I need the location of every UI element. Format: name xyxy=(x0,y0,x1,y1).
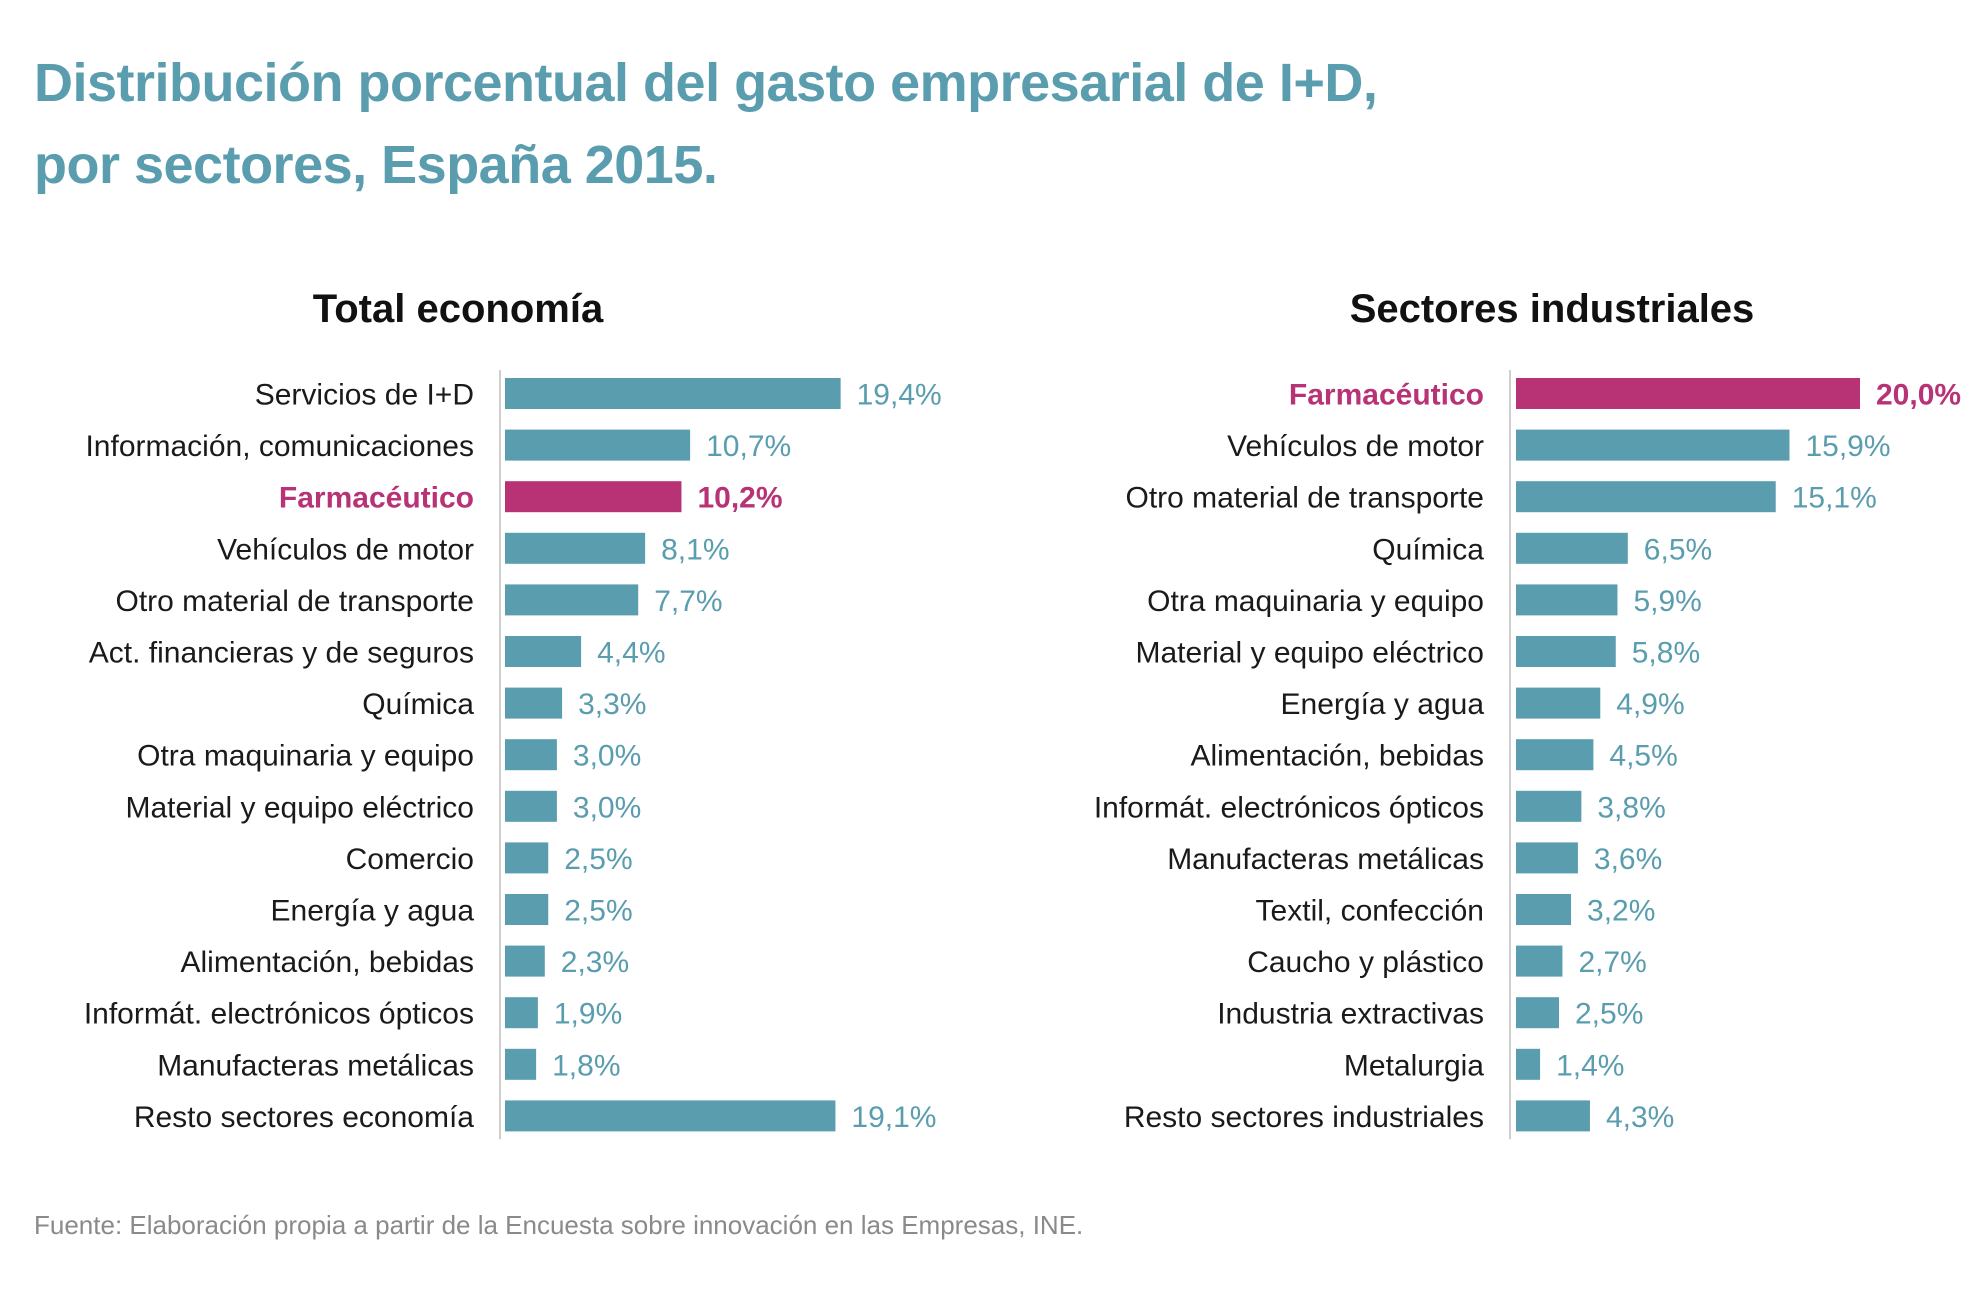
category-label: Servicios de I+D xyxy=(255,379,474,412)
category-label: Informát. electrónicos ópticos xyxy=(1094,791,1484,824)
value-label: 4,4% xyxy=(597,637,665,670)
value-label: 2,7% xyxy=(1578,946,1646,979)
category-label: Informát. electrónicos ópticos xyxy=(84,998,474,1031)
category-label: Textil, confección xyxy=(1256,895,1484,928)
category-label: Información, comunicaciones xyxy=(85,430,474,463)
category-label: Manufacteras metálicas xyxy=(157,1049,474,1082)
category-label: Alimentación, bebidas xyxy=(180,946,474,979)
bar xyxy=(505,739,557,771)
category-label: Química xyxy=(362,688,474,721)
category-label: Vehículos de motor xyxy=(1227,430,1484,463)
value-label: 5,9% xyxy=(1633,585,1701,618)
value-label: 3,3% xyxy=(578,688,646,721)
value-label: 4,3% xyxy=(1606,1101,1674,1134)
chart-title-line-2: por sectores, España 2015. xyxy=(34,135,718,195)
category-label: Caucho y plástico xyxy=(1247,946,1484,979)
value-label: 8,1% xyxy=(661,533,729,566)
bar xyxy=(1516,636,1616,667)
value-label: 15,1% xyxy=(1792,482,1877,515)
category-label: Metalurgia xyxy=(1344,1049,1484,1082)
bar xyxy=(1516,429,1790,461)
bar xyxy=(505,532,646,564)
bar-chart-2: Sectores industriales Farmacéutico 20,0% Ve… xyxy=(1094,287,1961,1140)
value-label: 2,5% xyxy=(1575,998,1643,1031)
category-label: Resto sectores industriales xyxy=(1124,1101,1484,1134)
chart-subtitle: Total economía xyxy=(313,287,604,331)
bar xyxy=(1516,945,1563,977)
value-label: 1,8% xyxy=(552,1049,620,1082)
value-label: 1,9% xyxy=(554,998,622,1031)
bar xyxy=(1516,584,1618,616)
value-label: 10,2% xyxy=(697,482,782,515)
category-label: Energía y agua xyxy=(1281,688,1485,721)
category-label: Resto sectores economía xyxy=(134,1101,474,1134)
category-label: Industria extractivas xyxy=(1217,998,1484,1031)
bar xyxy=(1516,378,1860,409)
category-label: Otra maquinaria y equipo xyxy=(137,740,474,773)
value-label: 3,2% xyxy=(1587,895,1655,928)
category-label: Farmacéutico xyxy=(279,482,474,515)
bar xyxy=(1516,842,1578,874)
value-label: 10,7% xyxy=(706,430,791,463)
bar xyxy=(1516,687,1601,719)
value-label: 2,5% xyxy=(564,895,632,928)
bar xyxy=(505,1048,537,1080)
bar xyxy=(1516,1100,1590,1132)
value-label: 3,6% xyxy=(1594,843,1662,876)
bar xyxy=(505,481,682,513)
category-label: Otro material de transporte xyxy=(1126,482,1485,515)
category-label: Química xyxy=(1372,533,1484,566)
value-label: 2,3% xyxy=(561,946,629,979)
category-label: Otro material de transporte xyxy=(116,585,475,618)
bar xyxy=(1516,481,1776,513)
value-label: 5,8% xyxy=(1632,637,1700,670)
chart-title-line-1: Distribución porcentual del gasto empres… xyxy=(34,53,1378,113)
chart-subtitle: Sectores industriales xyxy=(1350,287,1755,331)
category-label: Alimentación, bebidas xyxy=(1190,740,1484,773)
value-label: 1,4% xyxy=(1556,1049,1624,1082)
bar xyxy=(1516,532,1628,564)
category-label: Act. financieras y de seguros xyxy=(89,637,474,670)
bar xyxy=(505,429,691,461)
bar xyxy=(1516,739,1594,771)
bar xyxy=(505,842,549,874)
category-label: Energía y agua xyxy=(271,895,475,928)
bar xyxy=(1516,997,1559,1029)
value-label: 19,4% xyxy=(857,379,942,412)
bar xyxy=(505,584,639,616)
value-label: 3,0% xyxy=(573,791,641,824)
category-label: Material y equipo eléctrico xyxy=(125,791,474,824)
bar xyxy=(505,945,545,977)
category-label: Farmacéutico xyxy=(1289,379,1484,412)
value-label: 20,0% xyxy=(1876,379,1961,412)
value-label: 2,5% xyxy=(564,843,632,876)
category-label: Material y equipo eléctrico xyxy=(1135,637,1484,670)
value-label: 3,8% xyxy=(1597,791,1665,824)
bar xyxy=(505,997,538,1029)
bar xyxy=(505,894,549,925)
value-label: 4,5% xyxy=(1609,740,1677,773)
source-note: Fuente: Elaboración propia a partir de l… xyxy=(34,1210,1084,1240)
bar xyxy=(505,790,557,822)
category-label: Comercio xyxy=(346,843,474,876)
bar xyxy=(1516,790,1582,822)
value-label: 19,1% xyxy=(851,1101,936,1134)
category-label: Vehículos de motor xyxy=(217,533,474,566)
value-label: 7,7% xyxy=(654,585,722,618)
value-label: 3,0% xyxy=(573,740,641,773)
category-label: Manufacteras metálicas xyxy=(1167,843,1484,876)
bar xyxy=(1516,894,1572,925)
bar xyxy=(1516,1048,1541,1080)
value-label: 4,9% xyxy=(1616,688,1684,721)
bar xyxy=(505,636,582,667)
bar xyxy=(505,378,841,409)
value-label: 15,9% xyxy=(1805,430,1890,463)
bar xyxy=(505,687,563,719)
bar xyxy=(505,1100,836,1132)
bar-chart-1: Total economía Servicios de I+D 19,4% Infor… xyxy=(84,287,942,1140)
value-label: 6,5% xyxy=(1644,533,1712,566)
category-label: Otra maquinaria y equipo xyxy=(1147,585,1484,618)
